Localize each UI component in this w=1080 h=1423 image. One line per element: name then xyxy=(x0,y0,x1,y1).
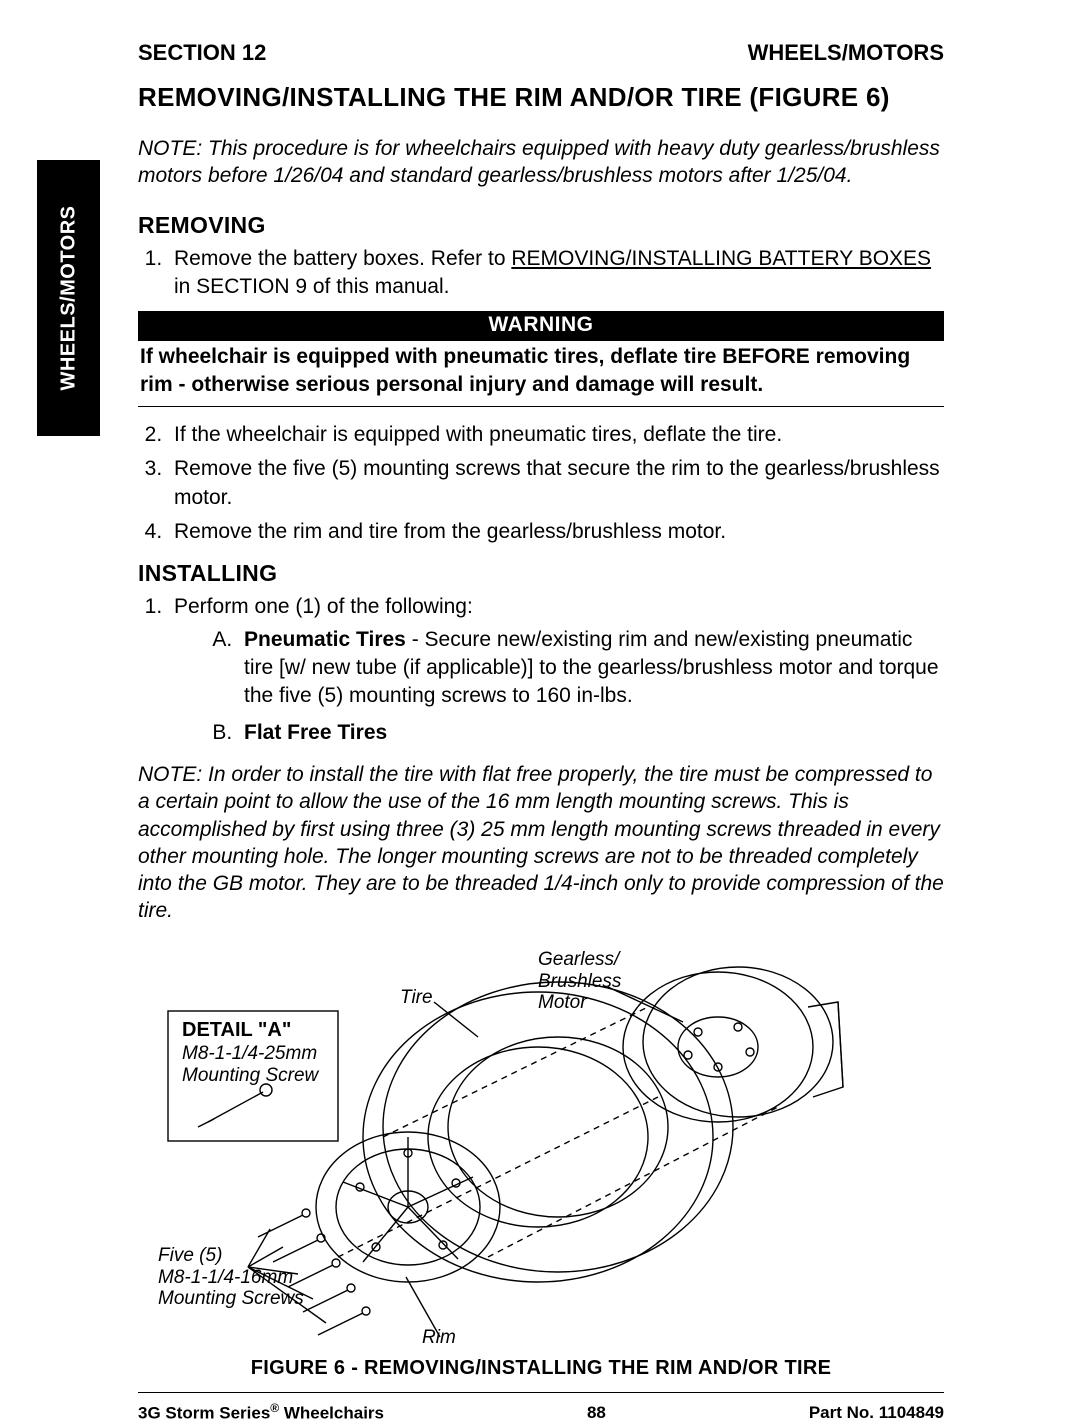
page-header: SECTION 12 WHEELS/MOTORS xyxy=(138,40,944,66)
installing-steps: Perform one (1) of the following: Pneuma… xyxy=(138,593,944,747)
label-motor-l3: Motor xyxy=(538,992,587,1013)
removing-step-4: Remove the rim and tire from the gearles… xyxy=(168,518,944,546)
side-tab-label: WHEELS/MOTORS xyxy=(57,205,80,390)
page-title: REMOVING/INSTALLING THE RIM AND/OR TIRE … xyxy=(138,82,944,113)
installing-substeps: Pneumatic Tires - Secure new/existing ri… xyxy=(174,626,944,747)
sub-a: Pneumatic Tires - Secure new/existing ri… xyxy=(238,626,944,711)
warning-body: If wheelchair is equipped with pneumatic… xyxy=(138,341,944,398)
footer-page-number: 88 xyxy=(587,1403,606,1423)
note-2: NOTE: In order to install the tire with … xyxy=(138,761,944,925)
warning-rule xyxy=(138,406,944,407)
side-tab: WHEELS/MOTORS xyxy=(37,160,100,436)
detail-a-title: DETAIL "A" xyxy=(182,1019,291,1042)
removing-step-1: Remove the battery boxes. Refer to REMOV… xyxy=(168,245,944,302)
label-five-l2: M8-1-1/4-16mm xyxy=(158,1267,293,1288)
figure-caption: FIGURE 6 - REMOVING/INSTALLING THE RIM A… xyxy=(138,1357,944,1380)
label-motor: Gearless/ Brushless Motor xyxy=(538,949,621,1015)
label-tire: Tire xyxy=(400,987,433,1009)
heading-removing: REMOVING xyxy=(138,212,944,239)
page-footer: 3G Storm Series® Wheelchairs 88 Part No.… xyxy=(138,1401,944,1423)
footer-rule xyxy=(138,1392,944,1393)
removing-step-3: Remove the five (5) mounting screws that… xyxy=(168,455,944,512)
label-rim: Rim xyxy=(422,1327,456,1349)
removing-step-2: If the wheelchair is equipped with pneum… xyxy=(168,421,944,449)
registered-icon: ® xyxy=(270,1401,279,1415)
footer-left: 3G Storm Series® Wheelchairs xyxy=(138,1401,384,1423)
detail-a-sub: M8-1-1/4-25mm Mounting Screw xyxy=(182,1043,332,1087)
label-five-l3: Mounting Screws xyxy=(158,1288,304,1309)
footer-left-b: Wheelchairs xyxy=(279,1403,384,1422)
note-1: NOTE: This procedure is for wheelchairs … xyxy=(138,135,944,190)
step1-pre: Remove the battery boxes. Refer to xyxy=(174,247,511,270)
sub-b: Flat Free Tires xyxy=(238,719,944,747)
footer-left-a: 3G Storm Series xyxy=(138,1403,270,1422)
sub-b-label: Flat Free Tires xyxy=(244,721,387,744)
removing-steps: Remove the battery boxes. Refer to REMOV… xyxy=(138,245,944,302)
sub-a-label: Pneumatic Tires xyxy=(244,628,406,651)
label-five-screws: Five (5) M8-1-1/4-16mm Mounting Screws xyxy=(158,1245,304,1311)
heading-installing: INSTALLING xyxy=(138,560,944,587)
label-five-l1: Five (5) xyxy=(158,1245,222,1266)
header-left: SECTION 12 xyxy=(138,40,266,66)
label-motor-l1: Gearless/ xyxy=(538,949,619,970)
warning-banner: WARNING xyxy=(138,311,944,341)
step1-post: in SECTION 9 of this manual. xyxy=(174,275,449,298)
removing-steps-cont: If the wheelchair is equipped with pneum… xyxy=(138,421,944,546)
label-motor-l2: Brushless xyxy=(538,971,621,992)
installing-step-1: Perform one (1) of the following: Pneuma… xyxy=(168,593,944,747)
installing-step-1-text: Perform one (1) of the following: xyxy=(174,595,473,618)
figure-6: DETAIL "A" M8-1-1/4-25mm Mounting Screw … xyxy=(138,947,944,1347)
footer-right: Part No. 1104849 xyxy=(809,1403,944,1423)
step1-xref: REMOVING/INSTALLING BATTERY BOXES xyxy=(511,247,931,270)
header-right: WHEELS/MOTORS xyxy=(748,40,944,66)
